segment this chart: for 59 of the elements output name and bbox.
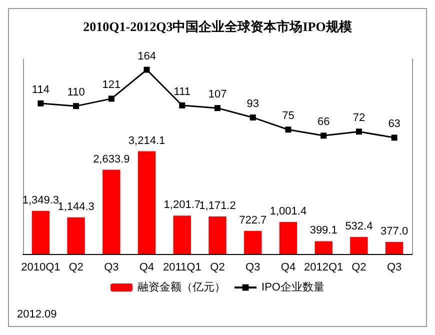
x-tick-label: Q4 xyxy=(139,262,154,274)
data-label: 1,201.7 xyxy=(164,199,200,212)
data-label: 63 xyxy=(388,118,400,130)
point xyxy=(320,132,327,139)
bar xyxy=(173,216,191,254)
data-label: 121 xyxy=(102,79,121,92)
data-label: 3,214.1 xyxy=(128,134,166,147)
data-label: 377.0 xyxy=(380,225,408,238)
data-label: 93 xyxy=(246,98,259,110)
bar xyxy=(138,151,156,254)
x-tick-label: 2010Q1 xyxy=(21,262,60,274)
bar xyxy=(279,222,298,254)
data-label: 75 xyxy=(282,110,294,122)
data-label: 114 xyxy=(32,84,50,96)
data-label: 107 xyxy=(208,88,227,101)
point xyxy=(144,66,150,73)
data-label: 72 xyxy=(352,112,366,124)
point xyxy=(356,128,362,135)
x-tick-label: Q2 xyxy=(68,262,84,274)
x-tick-label: Q3 xyxy=(104,262,119,274)
data-label: 111 xyxy=(174,86,191,98)
point xyxy=(285,126,292,133)
point xyxy=(250,114,256,120)
data-label: 1,171.2 xyxy=(199,200,236,212)
data-label: 1,349.3 xyxy=(22,194,60,206)
bar xyxy=(314,241,332,254)
point xyxy=(73,103,80,110)
data-label: 110 xyxy=(67,86,85,99)
x-tick-label: Q2 xyxy=(352,262,366,274)
x-tick-label: 2011Q1 xyxy=(162,262,202,274)
data-label: 1,001.4 xyxy=(270,205,307,218)
x-tick-label: Q3 xyxy=(246,262,260,274)
legend-label: 融资金额（亿元） xyxy=(138,280,226,294)
legend-label: IPO企业数量 xyxy=(262,280,324,294)
point xyxy=(108,96,114,102)
x-tick-label: Q3 xyxy=(386,262,402,274)
point xyxy=(38,100,44,106)
data-label: 2,633.9 xyxy=(93,153,130,166)
text: 2012.09 xyxy=(17,308,57,320)
point xyxy=(391,134,398,141)
data-label: 722.7 xyxy=(239,214,267,226)
data-label: 1,144.3 xyxy=(58,200,94,213)
x-tick-label: Q2 xyxy=(210,262,225,274)
point xyxy=(214,105,220,112)
data-label: 66 xyxy=(317,116,330,128)
x-tick-label: Q4 xyxy=(280,262,296,274)
bar xyxy=(244,230,262,254)
data-label: 399.1 xyxy=(310,224,338,237)
chart-title: 2010Q1-2012Q3中国企业全球资本市场IPO规模 xyxy=(83,19,352,34)
x-tick-label: 2012Q1 xyxy=(304,262,344,274)
bar xyxy=(208,216,226,254)
data-label: 164 xyxy=(138,50,156,62)
bar xyxy=(102,170,120,254)
bar xyxy=(32,210,50,254)
data-label: 532.4 xyxy=(345,220,373,232)
bar xyxy=(67,217,85,254)
point xyxy=(179,102,186,108)
bar xyxy=(350,236,368,254)
bar xyxy=(385,242,404,254)
